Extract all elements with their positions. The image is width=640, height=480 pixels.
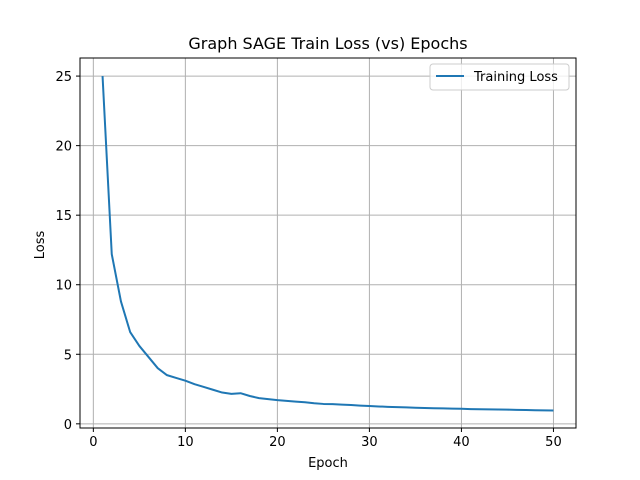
- legend-label: Training Loss: [473, 70, 558, 85]
- legend: Training Loss: [429, 63, 570, 91]
- y-tick-label: 0: [64, 418, 72, 433]
- x-tick-label: 0: [89, 435, 97, 450]
- plot-frame: [79, 57, 577, 429]
- y-tick-label: 25: [55, 70, 72, 85]
- legend-box: [429, 63, 570, 91]
- x-tick-label: 50: [545, 435, 562, 450]
- axis-ticks: 0 10 20 30 40 50 0 5 10 15 20 25: [55, 70, 561, 450]
- x-tick-label: 10: [177, 435, 194, 450]
- series-layer: [101, 76, 554, 412]
- chart-title: Graph SAGE Train Loss (vs) Epochs: [188, 34, 467, 53]
- grid-lines: [80, 58, 576, 428]
- y-tick-label: 20: [55, 140, 72, 155]
- x-tick-label: 30: [361, 435, 378, 450]
- series-line-training-loss: [101, 76, 554, 412]
- y-axis-label: Loss: [33, 231, 48, 260]
- y-tick-label: 10: [55, 279, 72, 294]
- x-axis-label: Epoch: [308, 456, 348, 471]
- x-tick-label: 20: [269, 435, 286, 450]
- y-tick-label: 15: [55, 209, 72, 224]
- x-tick-label: 40: [453, 435, 470, 450]
- y-tick-label: 5: [64, 348, 72, 363]
